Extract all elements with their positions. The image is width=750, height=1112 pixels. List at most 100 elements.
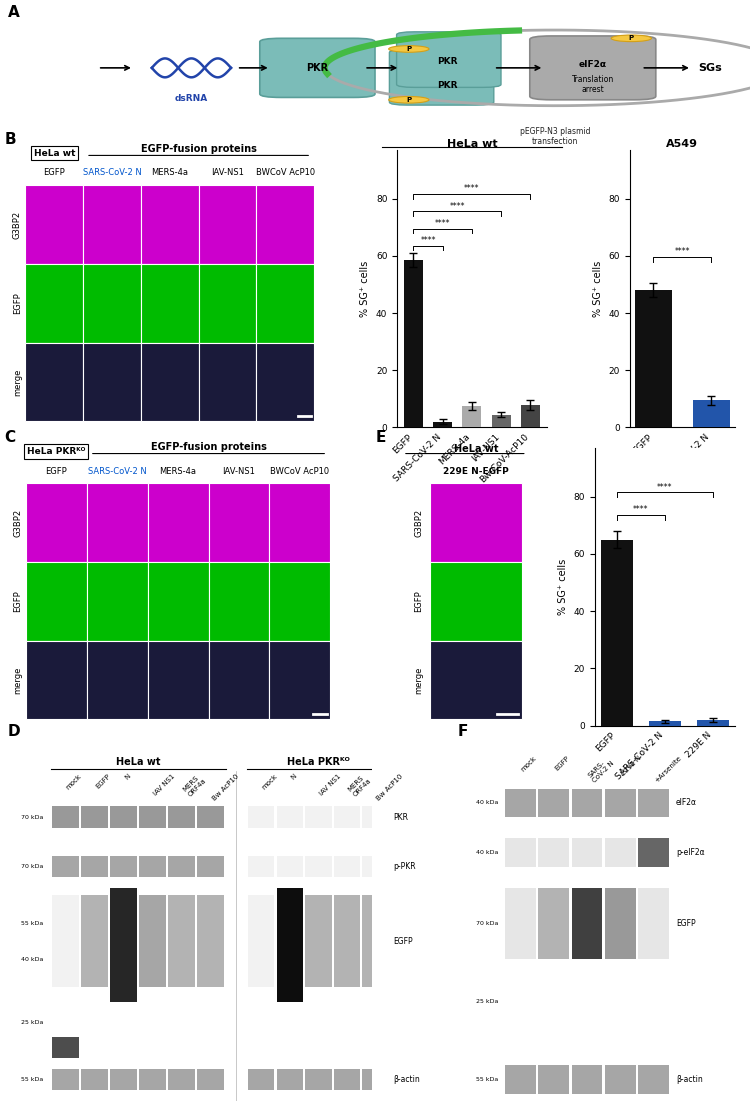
- Text: SARS-
CoV-2 N: SARS- CoV-2 N: [587, 755, 616, 784]
- Bar: [52, 856, 79, 877]
- Bar: [248, 1069, 274, 1090]
- Text: IAV-NS1: IAV-NS1: [223, 467, 256, 476]
- Text: merge: merge: [414, 666, 423, 694]
- Bar: [52, 1037, 79, 1059]
- Text: IAV NS1: IAV NS1: [318, 773, 342, 796]
- Bar: [110, 856, 137, 877]
- Text: EGFP: EGFP: [414, 590, 423, 613]
- Text: p-eIF2α: p-eIF2α: [676, 848, 704, 857]
- Bar: [248, 806, 274, 827]
- Text: HeLa PKRᴷᴼ: HeLa PKRᴷᴼ: [287, 757, 350, 767]
- Text: EGFP: EGFP: [94, 773, 111, 790]
- Text: ****: ****: [675, 247, 690, 257]
- Bar: [305, 856, 332, 877]
- Text: ****: ****: [435, 219, 451, 228]
- Text: SARS-CoV-2 N: SARS-CoV-2 N: [82, 168, 141, 178]
- Text: 55 kDa: 55 kDa: [476, 1078, 498, 1082]
- Bar: [140, 806, 166, 827]
- Bar: [81, 856, 108, 877]
- Bar: [87, 562, 148, 641]
- Bar: [256, 186, 314, 264]
- FancyBboxPatch shape: [260, 38, 375, 98]
- Text: IAV NS1: IAV NS1: [153, 773, 176, 796]
- Text: ****: ****: [420, 236, 436, 245]
- Bar: [110, 1069, 137, 1090]
- Bar: [168, 1069, 195, 1090]
- Bar: [197, 895, 224, 987]
- Bar: [110, 888, 137, 1002]
- Text: EGFP: EGFP: [676, 919, 695, 929]
- Bar: [83, 264, 141, 342]
- Bar: [168, 856, 195, 877]
- Bar: [334, 806, 360, 827]
- Bar: [148, 641, 208, 719]
- Text: G3BP2: G3BP2: [13, 508, 22, 537]
- Bar: [572, 788, 602, 817]
- Bar: [269, 484, 330, 562]
- Title: A549: A549: [667, 139, 698, 149]
- Bar: [141, 342, 199, 421]
- Text: EGFP: EGFP: [393, 936, 413, 946]
- Bar: [197, 1069, 224, 1090]
- Bar: [538, 838, 569, 866]
- Text: dsRNA: dsRNA: [175, 95, 208, 103]
- FancyBboxPatch shape: [397, 32, 501, 88]
- Bar: [81, 806, 108, 827]
- Y-axis label: % SG⁺ cells: % SG⁺ cells: [558, 558, 568, 615]
- Text: BWCoV AcP10: BWCoV AcP10: [256, 168, 315, 178]
- Bar: [52, 895, 79, 987]
- Text: P: P: [406, 46, 412, 52]
- Text: merge: merge: [13, 368, 22, 396]
- Bar: [505, 888, 536, 959]
- Text: ****: ****: [464, 185, 480, 193]
- Text: EGFP: EGFP: [46, 467, 68, 476]
- Y-axis label: % SG⁺ cells: % SG⁺ cells: [361, 260, 370, 317]
- Bar: [277, 888, 303, 1002]
- Bar: [404, 260, 423, 427]
- Text: 40 kDa: 40 kDa: [21, 956, 44, 962]
- Text: N: N: [290, 773, 298, 781]
- Bar: [334, 895, 360, 987]
- Circle shape: [388, 97, 429, 103]
- Text: pEGFP-N3 plasmid
transfection: pEGFP-N3 plasmid transfection: [520, 127, 590, 147]
- Bar: [81, 895, 108, 987]
- Text: PKR: PKR: [393, 813, 408, 822]
- Bar: [362, 806, 388, 827]
- Bar: [505, 788, 536, 817]
- Text: 70 kDa: 70 kDa: [21, 815, 44, 820]
- Text: F: F: [458, 724, 468, 739]
- Bar: [698, 719, 729, 726]
- Bar: [256, 342, 314, 421]
- Bar: [168, 806, 195, 827]
- Bar: [605, 788, 636, 817]
- Bar: [81, 1069, 108, 1090]
- Text: SGs: SGs: [698, 63, 721, 73]
- Text: 70 kDa: 70 kDa: [476, 921, 498, 926]
- Text: 25 kDa: 25 kDa: [476, 999, 498, 1004]
- Text: EGFP-fusion proteins: EGFP-fusion proteins: [151, 441, 266, 451]
- Text: P: P: [628, 36, 634, 41]
- Bar: [277, 1069, 303, 1090]
- Text: MERS
ORF4a: MERS ORF4a: [182, 773, 207, 798]
- Text: EGFP: EGFP: [554, 755, 571, 772]
- Bar: [26, 186, 83, 264]
- Bar: [197, 806, 224, 827]
- Bar: [277, 895, 303, 987]
- Text: 55 kDa: 55 kDa: [21, 1078, 44, 1082]
- Bar: [26, 562, 87, 641]
- Text: A: A: [8, 6, 20, 20]
- Text: HeLa wt: HeLa wt: [116, 757, 160, 767]
- Bar: [334, 1069, 360, 1090]
- Bar: [199, 342, 256, 421]
- Bar: [305, 806, 332, 827]
- Text: MERS
ORF4a: MERS ORF4a: [347, 773, 372, 798]
- Bar: [110, 806, 137, 827]
- Text: β-actin: β-actin: [393, 1075, 420, 1084]
- FancyBboxPatch shape: [530, 36, 656, 100]
- Bar: [209, 484, 269, 562]
- Text: 70 kDa: 70 kDa: [21, 864, 44, 870]
- Bar: [572, 1065, 602, 1094]
- Text: EGFP: EGFP: [13, 292, 22, 314]
- Text: ****: ****: [633, 506, 649, 515]
- Bar: [87, 484, 148, 562]
